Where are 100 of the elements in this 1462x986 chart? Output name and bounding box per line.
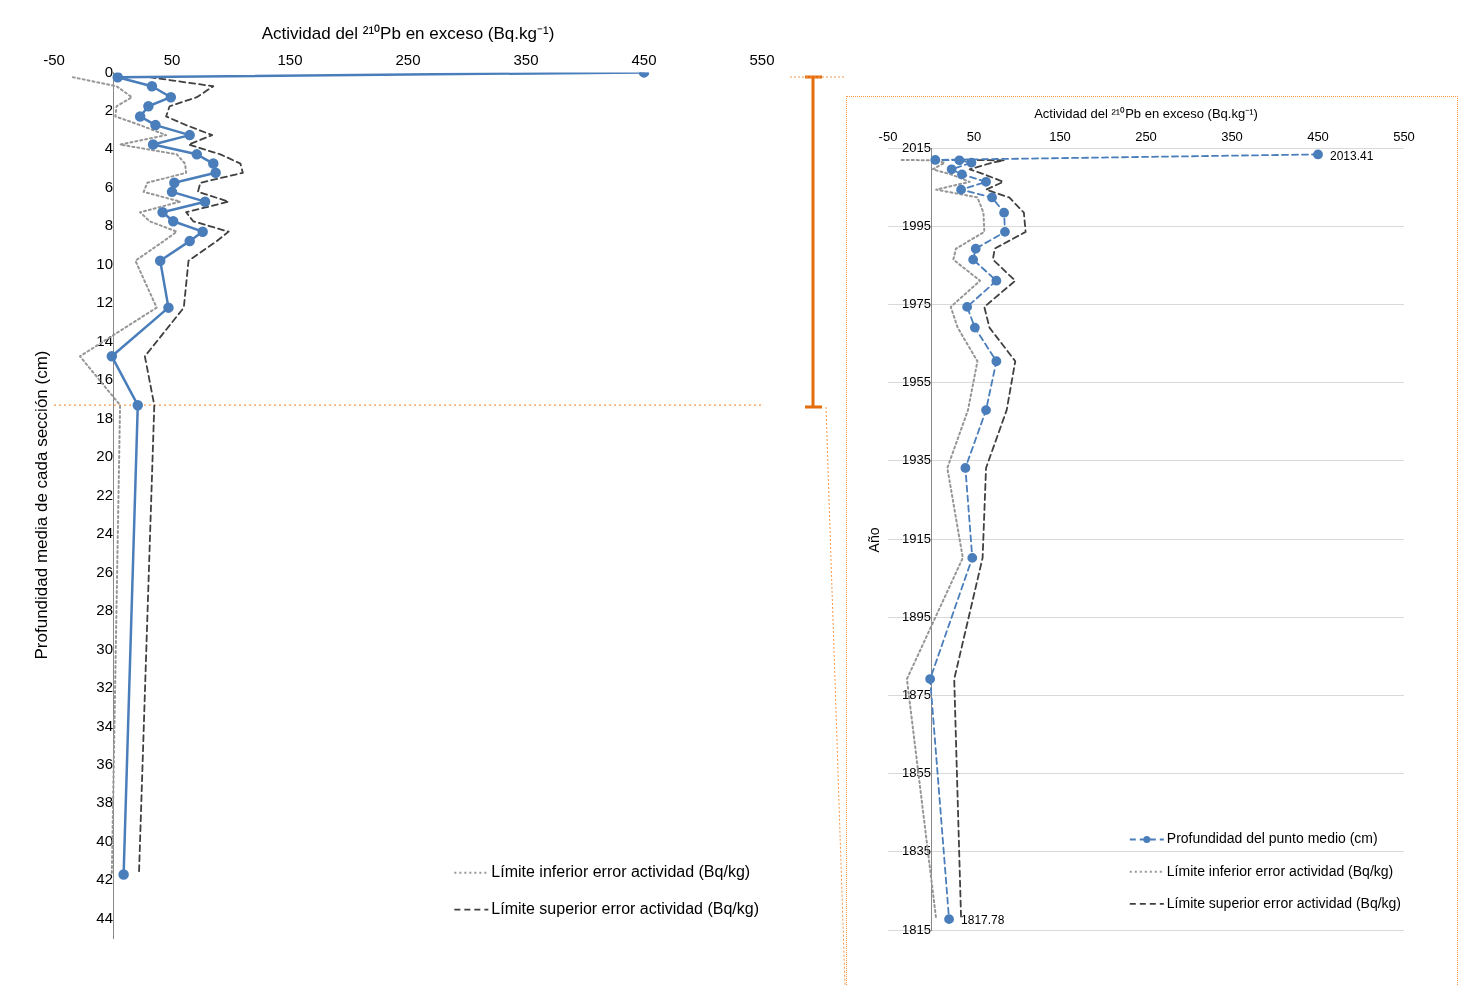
point: [966, 157, 977, 168]
legend-label: Límite inferior error actividad (Bq/kg): [491, 863, 751, 881]
point: [163, 302, 174, 313]
y-tick-label: 1835: [902, 843, 931, 859]
x-tick-label: 250: [395, 50, 421, 68]
y-tick-label: 16: [96, 370, 113, 388]
x-tick-label: 150: [277, 50, 303, 68]
point: [930, 155, 941, 165]
y-tick-label: 20: [96, 447, 113, 465]
line-series: [71, 76, 188, 876]
point: [981, 405, 991, 415]
point: [944, 914, 954, 925]
y-tick-label: 2: [104, 101, 113, 119]
point: [191, 149, 203, 160]
x-tick-label: 350: [1221, 128, 1243, 144]
point: [968, 254, 979, 265]
x-tick-label: 550: [749, 50, 775, 68]
point: [987, 192, 997, 203]
y-tick-label: 1875: [902, 687, 931, 703]
y-tick-label: 36: [96, 755, 113, 773]
y-tick-label: 4: [104, 139, 113, 157]
point: [1313, 149, 1323, 160]
point: [147, 139, 159, 150]
y-tick-label: 34: [96, 716, 113, 734]
point: [106, 351, 118, 362]
y-tick-label: 24: [96, 524, 113, 542]
point: [134, 111, 146, 122]
point: [991, 275, 1002, 286]
y-tick-label: 1855: [902, 765, 931, 781]
y-tick-label: 6: [104, 177, 113, 195]
point: [1000, 226, 1010, 237]
point: [999, 207, 1009, 218]
legend-label: Profundidad del punto medio (cm): [1166, 830, 1378, 847]
y-tick-label: 1955: [902, 374, 931, 390]
legend-label: Límite superior error actividad (Bq/kg): [1166, 894, 1401, 911]
y-tick-label: 42: [96, 870, 113, 888]
y-tick-label: 28: [96, 601, 113, 619]
point: [150, 119, 161, 131]
point: [981, 176, 991, 187]
x-tick-label: 150: [1049, 128, 1071, 144]
point: [112, 72, 123, 83]
y-tick-label: 8: [104, 216, 113, 234]
point: [967, 552, 978, 563]
y-tick-label: 12: [96, 293, 113, 311]
y-tick-label: 1975: [902, 296, 931, 312]
y-tick-label: 44: [96, 908, 113, 926]
y-tick-label: 1815: [902, 921, 931, 937]
point: [991, 356, 1002, 367]
y-tick-label: 1995: [902, 217, 931, 233]
point: [184, 129, 195, 141]
y-axis-title: Año: [866, 527, 882, 553]
point: [197, 226, 208, 237]
point: [199, 196, 211, 207]
x-tick-label: 250: [1135, 128, 1157, 144]
x-tick-label: -50: [43, 50, 65, 68]
point: [166, 186, 178, 198]
x-axis-title: Actividad del ²¹⁰Pb en exceso (Bq.kg⁻¹): [1034, 106, 1258, 122]
y-tick-label: 40: [96, 831, 113, 849]
point: [962, 302, 973, 312]
point: [118, 869, 129, 880]
x-axis-title: Actividad del ²¹⁰Pb en exceso (Bq.kg⁻¹): [261, 23, 555, 43]
point: [143, 101, 154, 112]
point: [970, 243, 981, 254]
y-axis-title: Profundidad media de cada sección (cm): [32, 350, 52, 660]
annotation: 2013.41: [1330, 148, 1374, 163]
point: [184, 235, 195, 247]
point: [154, 255, 166, 266]
x-tick-label: 50: [966, 128, 982, 144]
x-tick-label: 450: [631, 50, 657, 68]
legend-label: Límite superior error actividad (Bq/kg): [491, 900, 759, 918]
y-tick-label: 1935: [902, 452, 931, 468]
point: [946, 164, 957, 175]
point: [969, 322, 980, 333]
y-tick-label: 22: [96, 485, 113, 503]
y-tick-label: 32: [96, 678, 113, 696]
x-tick-label: 550: [1393, 128, 1415, 144]
x-tick-label: 450: [1307, 128, 1329, 144]
point: [146, 81, 158, 92]
point: [954, 155, 965, 166]
y-tick-label: 1915: [902, 530, 931, 546]
y-tick-label: 2015: [902, 139, 931, 155]
annotation: 1817.78: [961, 913, 1005, 928]
point: [960, 463, 971, 473]
point: [169, 177, 180, 189]
y-tick-label: 10: [96, 254, 113, 272]
point: [165, 91, 177, 103]
point: [167, 216, 179, 227]
y-tick-label: 0: [104, 62, 113, 80]
y-tick-label: 18: [96, 408, 113, 426]
y-tick-label: 38: [96, 793, 113, 811]
legend-label: Límite inferior error actividad (Bq/kg): [1166, 862, 1394, 879]
point: [957, 169, 967, 180]
x-tick-label: 350: [513, 50, 539, 68]
x-tick-label: 50: [163, 50, 181, 68]
y-tick-label: 1895: [902, 608, 931, 624]
point: [210, 167, 221, 179]
point: [925, 674, 936, 684]
x-tick-label: -50: [878, 128, 898, 144]
y-tick-label: 30: [96, 639, 113, 657]
y-tick-label: 26: [96, 562, 113, 580]
